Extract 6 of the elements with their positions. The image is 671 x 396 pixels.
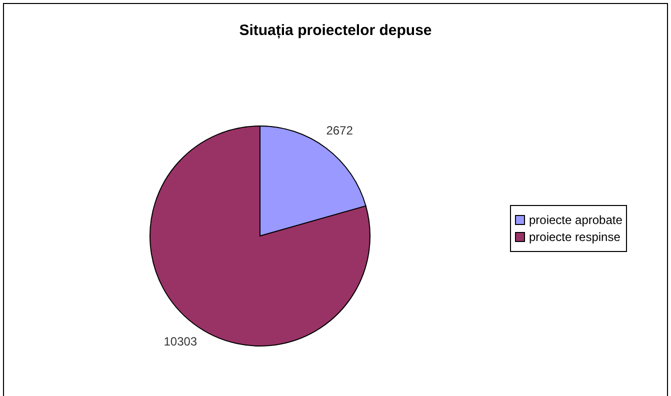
pie-slice: [150, 126, 370, 346]
data-label: 2672: [326, 124, 354, 138]
chart-title: Situația proiectelor depuse: [238, 22, 433, 39]
data-label: 10303: [164, 334, 198, 348]
legend-label: proiecte aprobate: [529, 213, 622, 227]
legend-label: proiecte respinse: [529, 230, 620, 244]
